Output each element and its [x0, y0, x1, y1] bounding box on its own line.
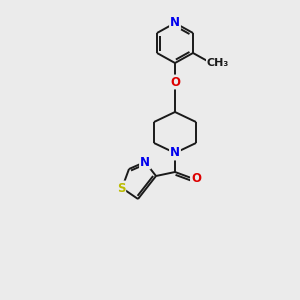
Text: N: N: [170, 146, 180, 160]
Text: N: N: [170, 16, 180, 29]
Text: O: O: [170, 76, 180, 88]
Text: N: N: [140, 155, 150, 169]
Text: CH₃: CH₃: [207, 58, 229, 68]
Text: O: O: [191, 172, 201, 185]
Text: S: S: [117, 182, 125, 194]
